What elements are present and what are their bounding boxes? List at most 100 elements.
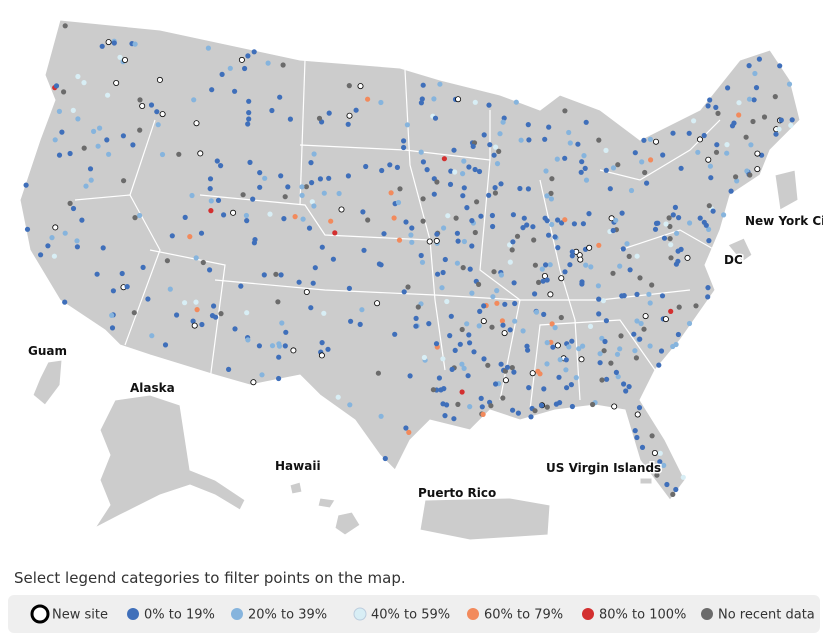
site-dot xyxy=(549,221,555,228)
site-dot xyxy=(530,224,536,230)
site-dot xyxy=(618,333,624,339)
site-dot xyxy=(445,213,451,219)
site-dot xyxy=(442,413,448,419)
site-dot xyxy=(309,180,315,186)
site-dot xyxy=(583,262,589,268)
site-dot xyxy=(596,137,602,143)
legend-item[interactable]: 80% to 100% xyxy=(582,608,686,623)
site-dot xyxy=(543,262,549,268)
site-dot xyxy=(613,217,619,223)
site-dot xyxy=(318,352,325,359)
legend-item[interactable]: No recent data xyxy=(701,608,815,623)
site-dot xyxy=(345,173,351,179)
site-dot xyxy=(453,215,459,221)
site-dot xyxy=(656,362,662,368)
site-dot xyxy=(552,325,558,331)
site-dot xyxy=(257,184,263,190)
site-dot xyxy=(666,215,672,221)
site-dot xyxy=(137,212,143,219)
site-dot xyxy=(472,229,478,236)
site-dot xyxy=(251,240,257,246)
site-dot xyxy=(667,223,673,230)
site-dot xyxy=(547,262,553,268)
site-dot xyxy=(705,285,711,291)
site-dot xyxy=(485,362,491,368)
site-dot xyxy=(312,265,318,271)
site-dot xyxy=(440,401,446,407)
site-dot xyxy=(533,309,540,315)
site-dot xyxy=(670,343,676,350)
site-dot xyxy=(550,344,556,350)
site-dot xyxy=(610,227,616,234)
site-dot xyxy=(308,160,314,166)
site-dot xyxy=(336,190,342,197)
site-dot xyxy=(345,121,351,127)
legend-item[interactable]: 60% to 79% xyxy=(467,608,563,623)
site-dot xyxy=(59,129,65,135)
site-dot xyxy=(162,342,169,348)
site-dot xyxy=(705,294,711,300)
site-dot xyxy=(789,117,795,123)
site-dot xyxy=(62,299,68,305)
legend-label: 0% to 19% xyxy=(144,608,215,623)
legend-item[interactable]: 40% to 59% xyxy=(353,607,450,623)
site-dot xyxy=(693,303,699,309)
legend-item[interactable]: 0% to 19% xyxy=(127,608,215,623)
site-dot xyxy=(752,70,758,77)
site-dot xyxy=(567,262,573,268)
site-dot xyxy=(455,96,462,103)
border xyxy=(619,229,716,251)
site-dot xyxy=(455,401,461,407)
site-dot xyxy=(753,85,760,91)
site-dot xyxy=(472,166,478,173)
site-dot xyxy=(489,212,495,219)
site-dot xyxy=(316,115,323,121)
site-dot xyxy=(569,253,575,259)
site-dot xyxy=(548,339,554,345)
site-dot xyxy=(420,218,426,224)
site-dot xyxy=(494,300,500,306)
site-dot xyxy=(440,269,446,276)
site-dot xyxy=(615,374,621,380)
site-dot xyxy=(198,230,205,236)
site-dot xyxy=(246,116,252,122)
site-dot xyxy=(492,190,498,196)
site-dot xyxy=(159,151,166,158)
legend-item[interactable]: New site xyxy=(30,604,108,624)
site-dot xyxy=(532,291,538,297)
site-dot xyxy=(750,118,756,125)
site-dot xyxy=(53,83,60,89)
site-dot xyxy=(657,450,663,456)
site-dot xyxy=(573,375,579,381)
site-dot xyxy=(490,294,496,300)
site-dot xyxy=(221,212,227,218)
site-dot xyxy=(579,159,585,165)
site-dot xyxy=(520,328,526,334)
site-dot xyxy=(634,411,641,418)
site-dot xyxy=(501,330,508,337)
site-dot xyxy=(132,215,138,221)
site-dot xyxy=(396,237,403,243)
site-dot xyxy=(641,326,647,332)
legend-swatch xyxy=(30,604,50,624)
site-dot xyxy=(244,218,250,224)
site-dot xyxy=(56,108,63,114)
site-dot xyxy=(155,122,161,128)
site-dot xyxy=(296,279,302,285)
site-dot xyxy=(52,137,58,143)
site-dot xyxy=(408,232,414,238)
site-dot xyxy=(596,296,602,302)
site-dot xyxy=(517,185,523,192)
site-dot xyxy=(610,270,616,276)
site-dot xyxy=(382,455,388,462)
place-label: Alaska xyxy=(130,381,175,395)
site-dot xyxy=(49,235,55,241)
site-dot xyxy=(38,252,44,258)
site-dot xyxy=(200,259,206,266)
site-dot xyxy=(193,299,199,305)
legend-label: 20% to 39% xyxy=(248,608,327,623)
border xyxy=(214,279,691,301)
legend-item[interactable]: 20% to 39% xyxy=(231,608,327,623)
site-dot xyxy=(110,288,116,294)
site-dot xyxy=(378,99,384,106)
